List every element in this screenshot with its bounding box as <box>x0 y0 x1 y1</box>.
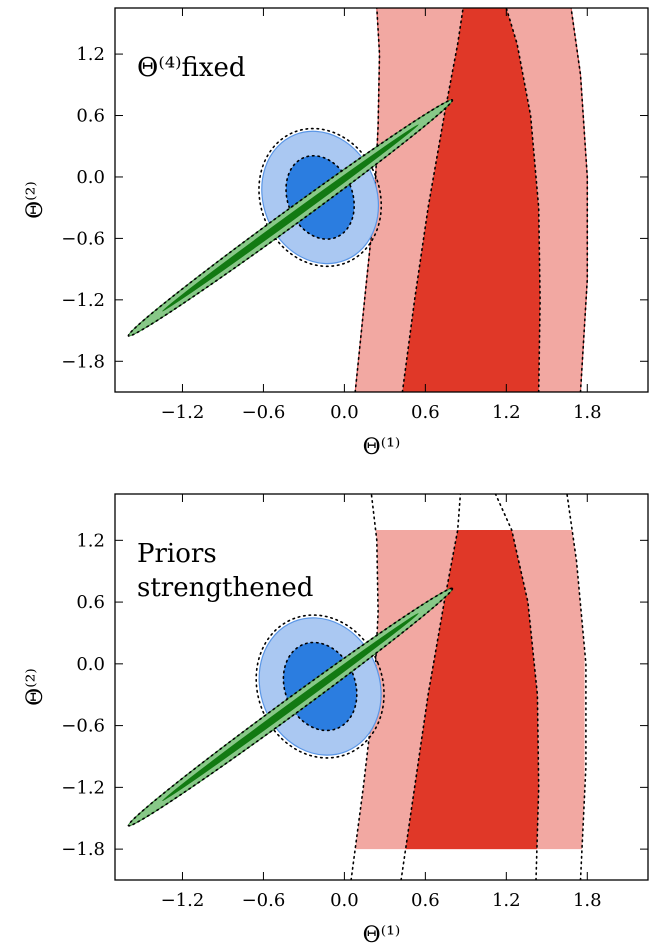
x-tick-label: 0.6 <box>411 890 440 911</box>
red-dotted-outer_right <box>566 494 587 880</box>
x-tick-label: 1.8 <box>573 402 602 423</box>
red-dotted-inner_left <box>401 8 464 392</box>
x-tick-label: 0.0 <box>330 890 359 911</box>
red-dotted-outer_left <box>350 494 379 880</box>
red-contour-inner <box>405 530 539 850</box>
y-tick-label: 1.2 <box>76 530 105 551</box>
axes-frame <box>114 7 649 393</box>
annotation-line: Priors <box>137 539 217 569</box>
y-tick-label: −0.6 <box>61 228 105 249</box>
y-tick-label: 0.0 <box>76 167 105 188</box>
y-tick-label: 0.6 <box>76 106 105 127</box>
plot-area <box>127 494 587 880</box>
red-dotted-inner_right <box>494 494 540 880</box>
x-axis-label: Θ⁽¹⁾ <box>363 923 401 948</box>
green-dotted-outer <box>127 98 454 337</box>
x-tick-label: 1.8 <box>573 890 602 911</box>
y-axis-label: Θ⁽²⁾ <box>23 181 48 219</box>
y-tick-label: 0.6 <box>76 592 105 613</box>
x-tick-label: −1.2 <box>161 890 205 911</box>
x-tick-label: 1.2 <box>492 402 521 423</box>
y-tick-label: −0.6 <box>61 716 105 737</box>
green-contour-inner <box>162 124 419 312</box>
red-prior-clipped <box>355 530 585 850</box>
x-tick-label: −1.2 <box>161 402 205 423</box>
panel-priors-strengthened: −1.2 −0.6 0.0 0.6 1.2 1.8 1.2 0.6 0.0 −0.6 −1.2 −1.… <box>23 493 649 948</box>
y-tick-label: −1.2 <box>61 777 105 798</box>
y-tick-label: −1.8 <box>61 839 105 860</box>
red-dotted-inner_left <box>400 494 462 880</box>
y-tick-label: −1.8 <box>61 351 105 372</box>
y-tick-label: 1.2 <box>76 44 105 65</box>
panel-theta4-fixed: −1.2 −0.6 0.0 0.6 1.2 1.8 1.2 0.6 0.0 −0.6 −1.2 −1.… <box>23 7 649 460</box>
x-tick-label: 0.0 <box>330 402 359 423</box>
red-dotted-outer_right <box>570 8 589 392</box>
blue-dotted-inner <box>285 154 355 240</box>
x-tick-label: −0.6 <box>242 890 286 911</box>
x-tick-label: −0.6 <box>242 402 286 423</box>
green-contour-inner <box>162 613 419 801</box>
annotation-line: Θ⁽⁴⁾fixed <box>137 53 246 83</box>
y-axis-label: Θ⁽²⁾ <box>23 668 48 706</box>
red-contour-inner <box>402 8 541 392</box>
y-tick-label: −1.2 <box>61 290 105 311</box>
red-dotted-inner_right <box>505 8 541 392</box>
y-tick-label: 0.0 <box>76 654 105 675</box>
blue-dotted-outer <box>255 614 385 759</box>
blue-dotted-outer <box>258 127 383 268</box>
x-tick-label: 0.6 <box>411 402 440 423</box>
red-dotted-outer_left <box>354 8 381 392</box>
x-tick-label: 1.2 <box>492 890 521 911</box>
green-dotted-outer <box>127 587 454 827</box>
axes-frame <box>114 493 649 881</box>
x-axis-label: Θ⁽¹⁾ <box>363 435 401 460</box>
annotation-line: strengthened <box>137 573 313 603</box>
plot-area <box>127 8 589 392</box>
